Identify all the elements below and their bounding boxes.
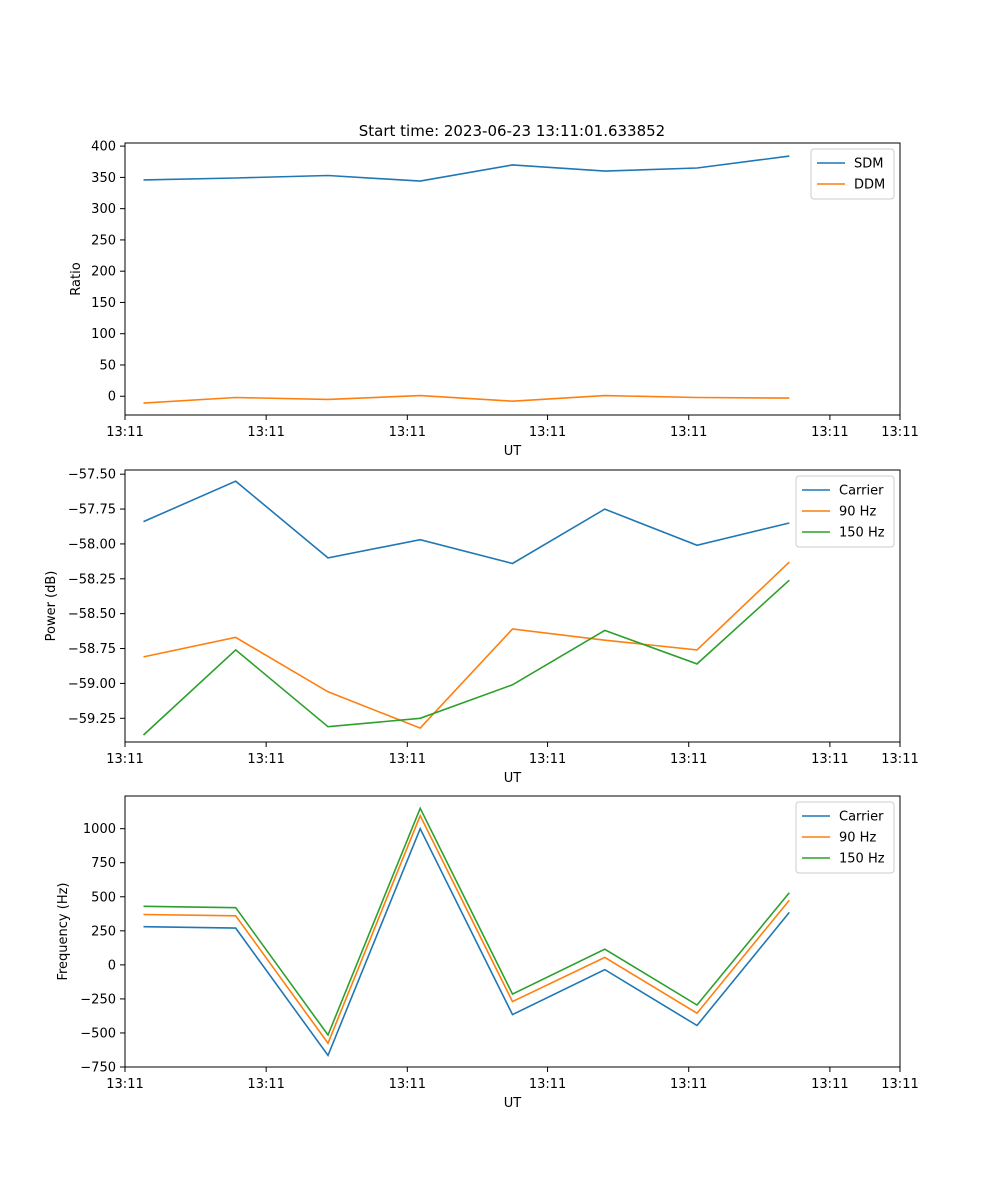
legend-box [795,475,895,548]
legend-label: SDM [854,157,883,172]
x-tick-label: 13:11 [881,752,918,767]
x-tick-label: 13:11 [389,425,426,440]
x-axis-label: UT [504,1096,522,1111]
y-tick-label: 250 [91,924,116,939]
legend-label: Carrier [839,484,884,499]
y-tick-label: −58.75 [68,642,116,657]
series-line-150-hz [142,579,790,736]
legend-box [810,148,895,200]
x-tick-label: 13:11 [106,1077,143,1092]
axes-frame [124,469,901,743]
legend-label: 150 Hz [839,852,885,867]
y-tick-label: −58.50 [68,607,116,622]
y-tick-label: −750 [80,1061,116,1076]
y-tick-label: 0 [108,958,116,973]
y-tick-label: 1000 [83,822,116,837]
legend: Carrier 90 Hz 150 Hz [795,801,895,874]
x-tick-label: 13:11 [670,425,707,440]
y-tick-label: −59.25 [68,712,116,727]
legend-label: Carrier [839,810,884,825]
y-tick-label: 400 [91,140,116,155]
series-line-sdm [143,155,790,182]
y-tick-label: −59.00 [68,677,116,692]
y-tick-label: 150 [91,296,116,311]
y-tick-label: −58.25 [68,572,116,587]
y-tick-label: 350 [91,171,116,186]
x-tick-label: 13:11 [389,1077,426,1092]
legend-label: 150 Hz [839,526,885,541]
y-tick-label: −250 [80,992,116,1007]
x-tick-label: 13:11 [881,425,918,440]
y-tick-label: −500 [80,1026,116,1041]
series-line-carrier [143,826,790,1058]
plot-panel-3: 13:11 13:11 13:11 13:11 13:11 13:11 13:11−750−… [56,795,919,1111]
y-axis-label: Ratio [69,262,84,295]
legend-box [795,801,895,874]
y-tick-label: −57.50 [68,468,116,483]
y-tick-label: 0 [108,390,116,405]
x-tick-label: 13:11 [106,425,143,440]
x-tick-label: 13:11 [811,425,848,440]
x-tick-label: 13:11 [106,752,143,767]
legend: SDM DDM [810,148,895,200]
x-tick-label: 13:11 [811,752,848,767]
y-tick-label: 50 [99,358,116,373]
legend-label: 90 Hz [839,505,876,520]
y-axis-label: Frequency (Hz) [56,882,71,980]
plot-panel-2: 13:11 13:11 13:11 13:11 13:11 13:11 13:11 −57.5… [44,468,919,786]
y-tick-label: −58.00 [68,537,116,552]
x-tick-label: 13:11 [670,752,707,767]
x-axis-label: UT [504,444,522,459]
x-tick-label: 13:11 [881,1077,918,1092]
series-line-90-hz [143,813,790,1045]
series-line-carrier [143,480,790,565]
series-line-150-hz [143,806,790,1037]
x-tick-label: 13:11 [389,752,426,767]
x-tick-label: 13:11 [247,752,284,767]
x-tick-label: 13:11 [670,1077,707,1092]
x-tick-label: 13:11 [247,425,284,440]
x-axis-label: UT [504,771,522,786]
legend-label: DDM [854,178,885,193]
y-tick-label: −57.75 [68,503,116,518]
series-line-ddm [143,394,790,404]
axes-frame [124,142,901,416]
legend-label: 90 Hz [839,831,876,846]
y-tick-label: 750 [91,856,116,871]
axes-frame [124,795,901,1068]
x-tick-label: 13:11 [247,1077,284,1092]
y-tick-label: 250 [91,233,116,248]
legend: Carrier 90 Hz 150 Hz [795,475,895,548]
x-tick-label: 13:11 [529,1077,566,1092]
y-tick-label: 200 [91,265,116,280]
x-tick-label: 13:11 [529,425,566,440]
plot-panel-1: 13:11 13:11 13:11 13:11 13:11 13:11 13:11 0 50 10… [69,140,919,459]
x-tick-label: 13:11 [529,752,566,767]
y-tick-label: 100 [91,327,116,342]
y-tick-label: 300 [91,202,116,217]
y-axis-label: Power (dB) [44,571,59,642]
series-line-90-hz [143,561,790,730]
chart-title: Start time: 2023-06-23 13:11:01.633852 [359,122,665,140]
y-tick-label: 500 [91,890,116,905]
x-tick-label: 13:11 [811,1077,848,1092]
